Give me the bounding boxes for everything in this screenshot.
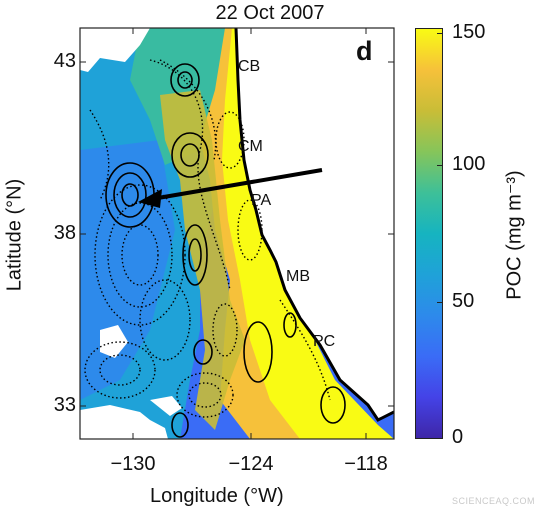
colorbar-tick-label: 150	[452, 21, 486, 43]
cloud-mask-north	[80, 28, 150, 72]
y-tick-label: 33	[53, 394, 76, 416]
contours-dotted	[84, 59, 331, 418]
coastal-band	[200, 28, 394, 439]
colorbar-label: POC (mg m⁻³)	[503, 170, 526, 300]
panel-label: d	[356, 36, 373, 66]
place-label-cb: CB	[238, 58, 261, 75]
colorbar-tick-mark	[437, 165, 443, 166]
y-tick-label: 38	[53, 222, 76, 244]
colorbar-tick-label: 50	[452, 290, 475, 312]
colorbar-tick-label: 100	[452, 153, 486, 175]
x-tick-label: −124	[228, 453, 274, 475]
coastline	[234, 28, 394, 422]
cloud-mask-south	[80, 405, 168, 439]
y-tick-label: 43	[53, 50, 76, 72]
place-label-mb: MB	[286, 268, 310, 285]
x-tick-label: −118	[344, 453, 388, 475]
colorbar-tick-mark	[437, 302, 443, 303]
colorbar-tick-label: 0	[452, 426, 464, 448]
watermark: SCIENCEAQ.COM	[452, 496, 536, 506]
y-axis-label: Latitude (°N)	[3, 178, 26, 292]
cloud-mask-south2	[150, 396, 182, 416]
contours-solid	[105, 63, 346, 438]
colorbar	[415, 28, 443, 439]
cloud-mask-mid	[100, 325, 128, 358]
x-axis-label: Longitude (°W)	[150, 485, 284, 507]
axis-ticks	[80, 28, 394, 439]
arrow	[138, 168, 323, 208]
colorbar-tick-mark	[437, 33, 443, 34]
figure-title: 22 Oct 2007	[215, 2, 325, 24]
place-label-cm: CM	[238, 138, 263, 155]
nearshore-yellow	[222, 28, 394, 439]
place-label-pa: PA	[251, 192, 272, 209]
place-label-pc: PC	[313, 333, 336, 350]
x-tick-label: −130	[110, 453, 156, 475]
land	[236, 28, 394, 420]
